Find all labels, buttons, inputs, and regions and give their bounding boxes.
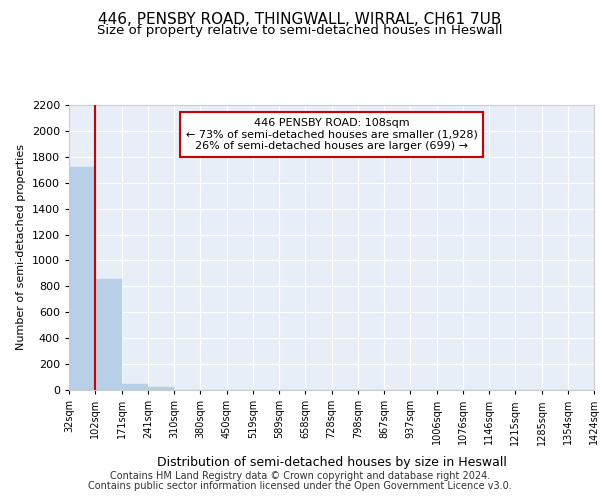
Bar bbox=[148, 388, 174, 390]
Text: Size of property relative to semi-detached houses in Heswall: Size of property relative to semi-detach… bbox=[97, 24, 503, 37]
Y-axis label: Number of semi-detached properties: Number of semi-detached properties bbox=[16, 144, 26, 350]
Text: Contains HM Land Registry data © Crown copyright and database right 2024.: Contains HM Land Registry data © Crown c… bbox=[110, 471, 490, 481]
Bar bbox=[69, 167, 95, 390]
Text: 446 PENSBY ROAD: 108sqm
← 73% of semi-detached houses are smaller (1,928)
26% of: 446 PENSBY ROAD: 108sqm ← 73% of semi-de… bbox=[185, 118, 478, 151]
Bar bbox=[95, 278, 121, 390]
Text: 446, PENSBY ROAD, THINGWALL, WIRRAL, CH61 7UB: 446, PENSBY ROAD, THINGWALL, WIRRAL, CH6… bbox=[98, 12, 502, 28]
Bar bbox=[121, 384, 148, 390]
X-axis label: Distribution of semi-detached houses by size in Heswall: Distribution of semi-detached houses by … bbox=[157, 456, 506, 468]
Text: Contains public sector information licensed under the Open Government Licence v3: Contains public sector information licen… bbox=[88, 481, 512, 491]
